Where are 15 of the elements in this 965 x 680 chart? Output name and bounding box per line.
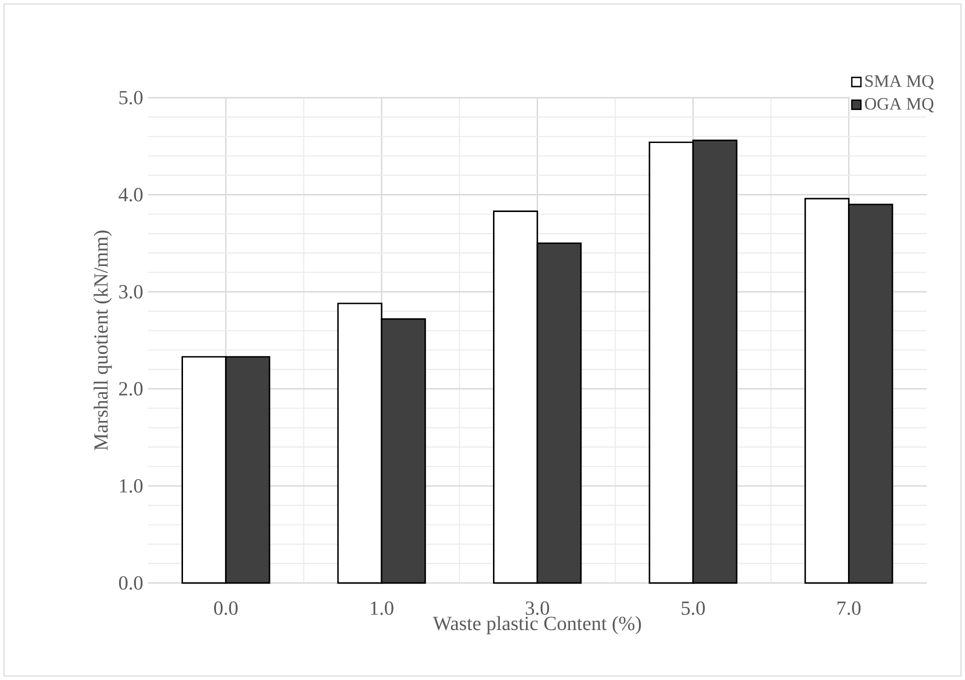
legend-label: OGA MQ [864, 98, 934, 112]
y-tick-label: 5.0 [119, 90, 143, 104]
legend-label: SMA MQ [865, 75, 934, 90]
y-tick-label: 2.0 [119, 382, 143, 396]
x-tick-label: 1.0 [370, 601, 394, 615]
x-tick-label: 7.0 [838, 601, 861, 615]
x-tick-label: 3.0 [526, 601, 550, 615]
y-tick-label: 0.0 [119, 576, 143, 590]
y-tick-label: 4.0 [118, 188, 143, 202]
x-tick-label: 0.0 [214, 601, 238, 615]
y-tick-label: 3.0 [119, 284, 143, 299]
x-axis-title: Waste plastic Content (%) [432, 616, 641, 634]
y-tick-label: 1.0 [120, 479, 143, 493]
x-tick-label: 5.0 [682, 601, 705, 615]
y-axis-title: Marshall quotient (kN/mm) [94, 230, 112, 450]
